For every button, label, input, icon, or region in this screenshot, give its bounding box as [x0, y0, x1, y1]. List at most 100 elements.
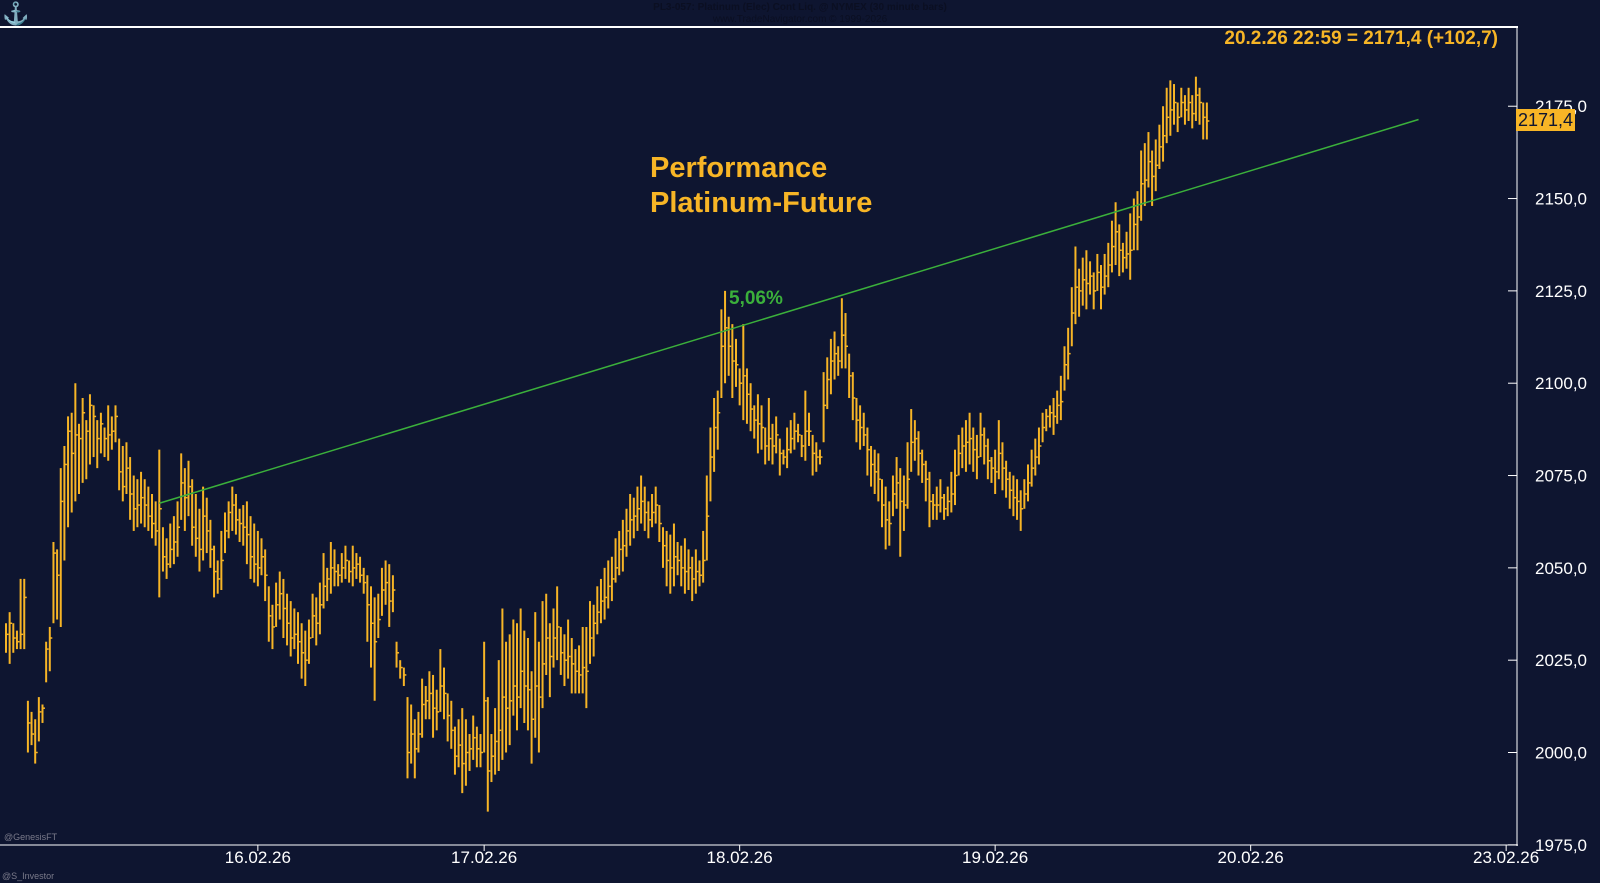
x-tick-label: 20.02.26 — [1218, 848, 1284, 867]
price-bar — [1202, 102, 1206, 140]
price-bar — [1143, 143, 1148, 206]
price-bar — [735, 338, 739, 387]
price-bar — [74, 383, 78, 502]
price-bar — [231, 486, 235, 531]
price-bar — [395, 641, 400, 668]
price-bar — [366, 575, 370, 642]
price-bar — [1034, 438, 1038, 476]
price-bar — [1008, 471, 1013, 509]
price-bar — [256, 530, 261, 587]
price-bar — [567, 619, 571, 679]
price-bar — [278, 571, 283, 620]
chart-title-line1: Performance — [650, 152, 828, 184]
price-bar — [1194, 76, 1199, 121]
price-bar — [96, 420, 100, 469]
price-bar — [297, 612, 301, 664]
price-bar — [351, 545, 356, 587]
price-bar — [662, 527, 666, 568]
last-price-marker: 2171,4 — [1516, 109, 1576, 131]
price-bar — [15, 630, 20, 650]
price-bar — [85, 420, 89, 480]
price-bar — [132, 475, 137, 531]
price-bar — [811, 434, 816, 476]
price-bar — [596, 586, 600, 635]
price-bar — [618, 530, 622, 576]
price-bar — [1187, 87, 1192, 121]
price-bar — [147, 486, 151, 531]
price-bar — [78, 423, 82, 494]
price-bar — [556, 586, 560, 661]
price-bar — [979, 412, 984, 458]
price-bar — [760, 405, 765, 450]
price-bar — [8, 612, 13, 664]
price-bar — [891, 475, 896, 517]
price-bar — [1089, 261, 1093, 295]
price-bar — [198, 508, 202, 572]
price-bar — [720, 309, 724, 398]
price-bar — [997, 420, 1002, 480]
price-bar — [866, 427, 870, 476]
price-bar — [435, 689, 440, 731]
price-bar — [1136, 191, 1140, 251]
price-bar — [946, 486, 951, 517]
price-bar — [862, 412, 867, 446]
price-bar — [37, 697, 42, 742]
price-bar — [975, 434, 980, 480]
price-bar — [322, 553, 327, 609]
price-bar — [143, 479, 148, 528]
price-bar — [362, 567, 367, 594]
price-bar — [1023, 479, 1027, 509]
price-bar — [490, 734, 494, 783]
price-bar — [183, 468, 188, 531]
price-bar — [881, 479, 885, 528]
price-bar — [1001, 442, 1005, 491]
price-bar — [954, 449, 958, 506]
price-bars — [5, 76, 1210, 812]
price-bar — [461, 708, 465, 794]
price-bar — [88, 394, 93, 465]
price-bar — [1180, 87, 1184, 118]
price-bar — [194, 493, 199, 557]
price-bar — [1041, 412, 1046, 443]
y-tick-label: 2125,0 — [1535, 282, 1587, 301]
price-bar — [837, 346, 841, 376]
price-bar — [380, 567, 385, 616]
chart-header-copyright: www.TradeNavigator.com © 1999-2026 — [712, 14, 888, 25]
price-bar — [355, 553, 359, 579]
price-bar — [578, 645, 582, 694]
trendline-layer — [159, 118, 1419, 504]
price-bar — [402, 667, 407, 687]
price-bar — [767, 397, 772, 461]
price-bar — [275, 582, 279, 627]
price-bar — [906, 442, 911, 509]
price-bar — [125, 442, 129, 494]
price-bar — [479, 734, 483, 768]
price-bar — [1074, 246, 1078, 325]
price-bar — [775, 416, 779, 454]
price-bar — [1056, 390, 1060, 424]
price-bar — [808, 412, 812, 446]
price-bar — [172, 516, 177, 565]
price-bar — [439, 649, 443, 712]
price-bar — [52, 541, 56, 624]
price-bar — [848, 353, 852, 398]
price-bar — [716, 390, 721, 450]
y-tick-label: 2075,0 — [1535, 467, 1587, 486]
price-bar — [161, 527, 166, 572]
price-bar — [304, 630, 308, 687]
price-bar — [1154, 139, 1159, 192]
price-bar — [669, 534, 673, 594]
price-bar — [30, 711, 35, 746]
price-bar — [63, 445, 67, 561]
price-bar — [1147, 132, 1151, 188]
price-bar — [621, 519, 626, 572]
price-bar — [45, 641, 49, 683]
price-bar — [1118, 224, 1122, 277]
price-bar — [253, 523, 257, 583]
price-bar — [443, 667, 447, 720]
chart-title-line2: Platinum-Future — [650, 187, 873, 219]
price-bar — [771, 423, 775, 465]
price-bar — [738, 368, 743, 406]
price-bar — [271, 604, 275, 650]
price-bar — [140, 471, 144, 524]
